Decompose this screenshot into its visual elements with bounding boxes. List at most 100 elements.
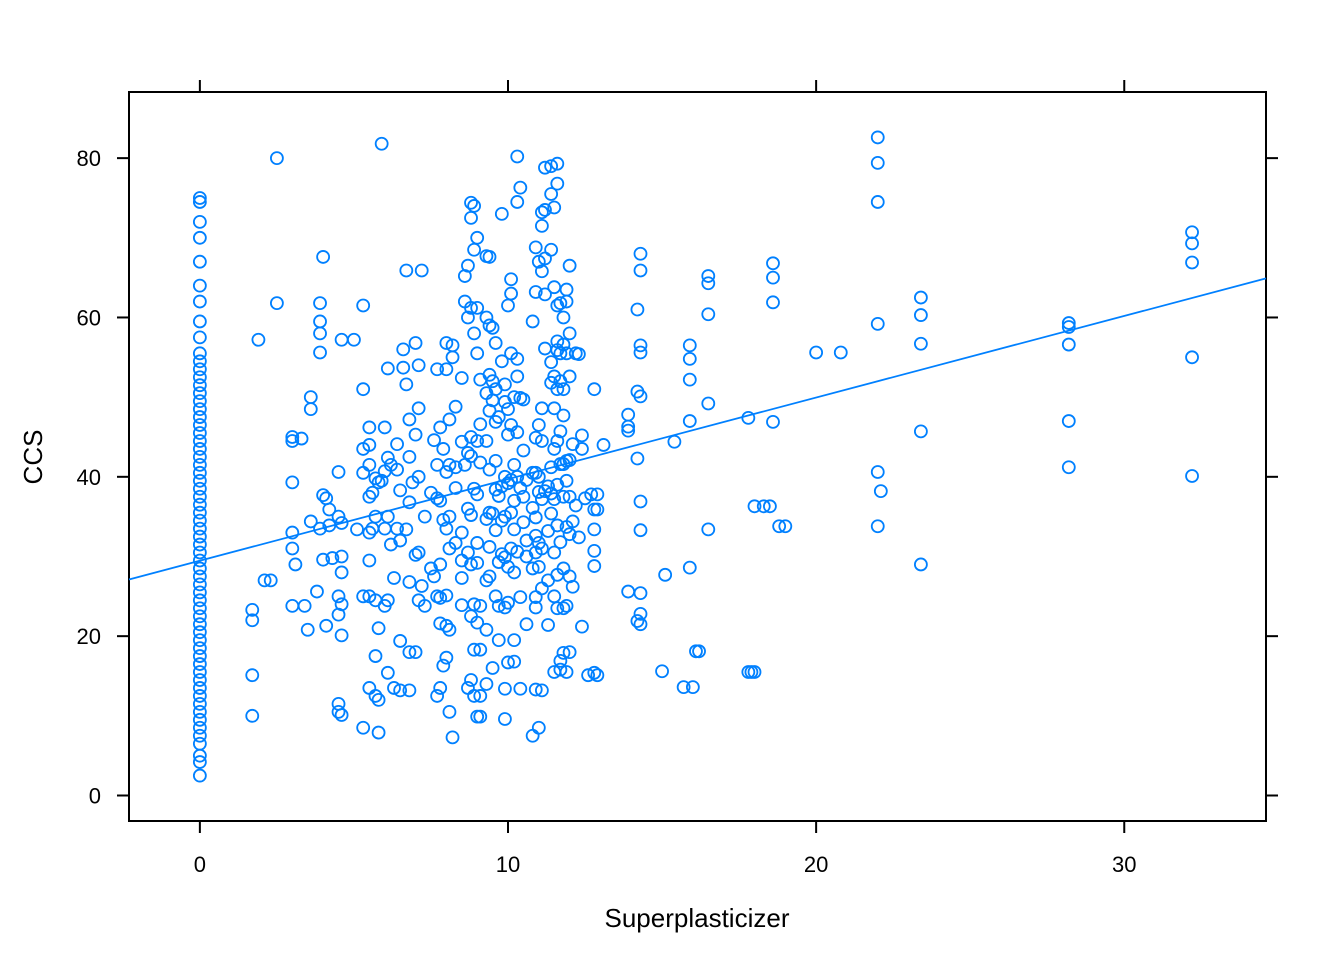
data-point bbox=[436, 442, 451, 456]
data-point bbox=[316, 552, 331, 567]
data-point bbox=[501, 595, 515, 610]
data-point bbox=[322, 502, 337, 517]
data-point bbox=[1061, 460, 1076, 475]
data-point bbox=[408, 427, 423, 442]
data-point bbox=[313, 345, 327, 360]
data-point bbox=[544, 355, 559, 369]
data-point bbox=[534, 264, 549, 279]
data-point bbox=[362, 525, 377, 540]
data-point bbox=[667, 434, 682, 449]
data-point bbox=[488, 453, 503, 468]
data-point bbox=[362, 489, 377, 504]
data-point bbox=[454, 571, 469, 585]
data-point bbox=[547, 545, 562, 560]
data-point bbox=[531, 720, 546, 735]
data-point bbox=[439, 588, 454, 603]
data-point bbox=[313, 296, 327, 311]
data-point bbox=[809, 345, 824, 360]
data-point bbox=[192, 545, 207, 560]
data-point bbox=[461, 258, 475, 273]
data-point bbox=[559, 282, 574, 297]
data-point bbox=[541, 479, 555, 494]
data-point bbox=[747, 499, 762, 514]
data-point bbox=[334, 597, 349, 612]
data-point bbox=[766, 295, 780, 310]
data-point bbox=[303, 402, 318, 416]
data-point bbox=[833, 345, 848, 360]
data-point bbox=[513, 590, 528, 605]
data-point bbox=[482, 367, 497, 382]
data-point bbox=[192, 736, 207, 751]
data-point bbox=[402, 683, 417, 698]
data-point bbox=[701, 269, 716, 283]
y-tick-label: 40 bbox=[77, 465, 101, 490]
data-point bbox=[701, 522, 716, 537]
data-point bbox=[464, 673, 478, 687]
data-point bbox=[454, 434, 469, 449]
data-point bbox=[485, 374, 500, 389]
data-point bbox=[1185, 225, 1199, 240]
data-point bbox=[547, 401, 562, 416]
data-point bbox=[528, 600, 543, 615]
data-point bbox=[516, 515, 531, 530]
data-point bbox=[380, 450, 395, 465]
data-point bbox=[550, 382, 565, 397]
data-point bbox=[362, 438, 377, 452]
data-point bbox=[528, 510, 543, 525]
data-point bbox=[192, 585, 207, 600]
data-point bbox=[192, 649, 207, 663]
data-point bbox=[192, 465, 207, 480]
data-point bbox=[766, 414, 780, 429]
data-point bbox=[331, 704, 346, 719]
data-point bbox=[655, 664, 669, 679]
data-point bbox=[556, 310, 571, 325]
data-point bbox=[507, 522, 522, 537]
data-point bbox=[473, 417, 488, 432]
data-point bbox=[192, 489, 207, 504]
data-point bbox=[516, 443, 531, 458]
data-point bbox=[334, 565, 349, 580]
data-point bbox=[417, 509, 432, 524]
data-point bbox=[470, 555, 485, 570]
data-point bbox=[192, 689, 207, 703]
x-axis-title: Superplasticizer bbox=[605, 903, 790, 933]
regression-line bbox=[128, 277, 1267, 581]
data-point bbox=[501, 427, 515, 442]
data-point bbox=[365, 521, 380, 536]
data-point bbox=[556, 337, 571, 352]
data-point bbox=[513, 681, 528, 696]
data-point bbox=[778, 519, 793, 534]
data-point bbox=[334, 332, 349, 347]
data-point bbox=[534, 541, 549, 556]
data-point bbox=[519, 617, 534, 632]
data-point bbox=[590, 487, 605, 502]
data-point bbox=[766, 256, 780, 271]
data-point bbox=[587, 522, 602, 537]
data-point bbox=[562, 645, 577, 659]
data-point bbox=[553, 653, 568, 668]
data-point bbox=[270, 296, 284, 311]
data-point bbox=[362, 420, 377, 435]
data-point bbox=[507, 457, 522, 472]
data-point bbox=[538, 341, 552, 356]
data-point bbox=[590, 668, 605, 683]
data-point bbox=[433, 493, 448, 508]
data-point bbox=[534, 683, 549, 698]
data-point bbox=[547, 589, 562, 604]
data-point bbox=[633, 246, 648, 261]
data-point bbox=[584, 487, 599, 502]
data-point bbox=[430, 362, 445, 377]
data-point bbox=[556, 408, 571, 423]
data-point bbox=[581, 668, 596, 683]
data-point bbox=[587, 544, 602, 558]
data-point bbox=[534, 434, 549, 448]
data-point bbox=[1185, 469, 1199, 483]
data-point bbox=[525, 728, 540, 743]
data-point bbox=[192, 601, 207, 616]
data-point bbox=[491, 489, 506, 503]
data-point bbox=[633, 263, 648, 278]
data-point bbox=[427, 569, 441, 584]
data-point bbox=[870, 465, 885, 479]
data-point bbox=[913, 308, 928, 322]
data-point bbox=[402, 645, 417, 659]
